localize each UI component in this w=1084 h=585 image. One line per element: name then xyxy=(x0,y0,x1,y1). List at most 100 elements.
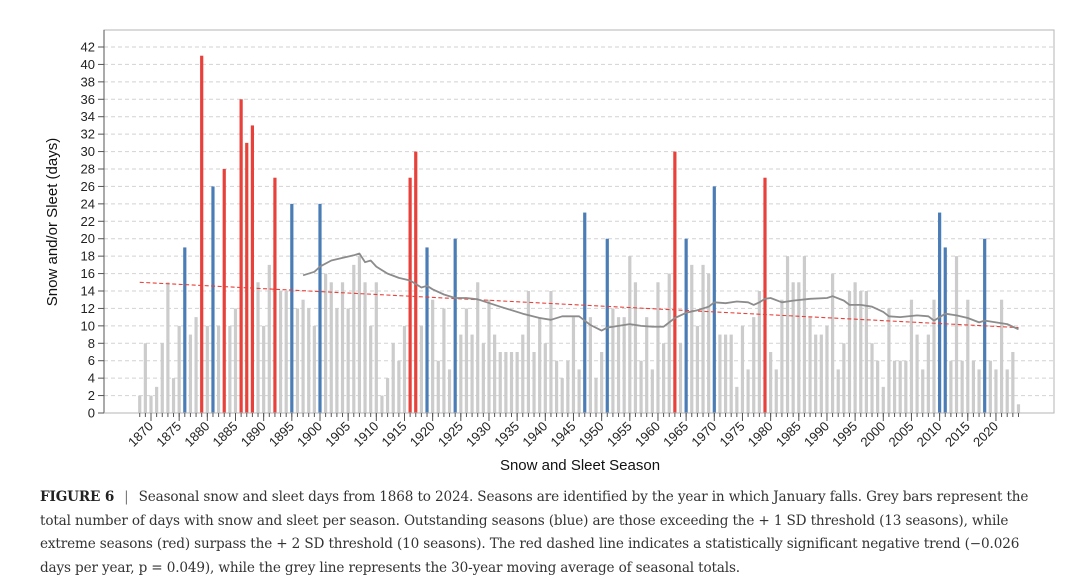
bar-outstanding xyxy=(583,212,587,413)
y-tick-label: 18 xyxy=(81,249,95,264)
y-tick-label: 10 xyxy=(81,318,95,333)
y-tick-label: 2 xyxy=(88,388,95,403)
bar xyxy=(842,343,846,413)
bar-outstanding xyxy=(684,238,688,413)
bar xyxy=(155,386,159,413)
bar xyxy=(476,282,480,413)
x-tick-label: 1905 xyxy=(322,419,353,450)
bar xyxy=(194,317,198,413)
bar xyxy=(166,282,170,413)
bar xyxy=(498,352,502,413)
x-tick-label: 1925 xyxy=(435,419,466,450)
bar xyxy=(493,334,497,413)
y-tick-label: 0 xyxy=(88,406,95,421)
y-axis-title: Snow and/or Sleet (days) xyxy=(44,138,61,306)
x-tick-label: 1985 xyxy=(773,419,804,450)
bar xyxy=(521,334,525,413)
bar xyxy=(656,282,660,413)
bar-extreme xyxy=(222,169,226,413)
bar xyxy=(532,352,536,413)
x-tick-label: 1995 xyxy=(829,419,860,450)
bar xyxy=(695,325,700,413)
bar xyxy=(622,317,626,413)
bar xyxy=(352,264,356,413)
bar xyxy=(628,256,632,413)
y-tick-label: 6 xyxy=(88,353,95,368)
bar xyxy=(233,308,238,413)
bar xyxy=(735,386,739,413)
x-tick-label: 1965 xyxy=(660,419,691,450)
y-tick-label: 26 xyxy=(81,179,95,194)
bar xyxy=(160,343,164,413)
bar xyxy=(312,325,316,413)
bar xyxy=(171,378,176,413)
x-tick-label: 1935 xyxy=(491,419,522,450)
bar xyxy=(723,334,728,413)
bar xyxy=(459,334,463,413)
caption-separator: | xyxy=(124,489,129,505)
x-tick-label: 1970 xyxy=(688,419,719,450)
bar xyxy=(662,343,666,413)
bar xyxy=(904,360,908,413)
bar xyxy=(228,325,232,413)
bar xyxy=(830,273,835,413)
bar xyxy=(1011,352,1015,413)
bar xyxy=(307,308,311,413)
bar-outstanding xyxy=(183,247,187,413)
bar-extreme xyxy=(673,151,677,414)
x-tick-label: 1975 xyxy=(717,419,748,450)
bar-extreme xyxy=(200,55,204,413)
bar xyxy=(853,282,857,413)
bar-extreme xyxy=(414,151,418,414)
bar xyxy=(571,317,576,413)
bar xyxy=(847,291,852,413)
bar xyxy=(419,325,423,413)
bar-outstanding xyxy=(318,203,322,413)
bar xyxy=(999,299,1004,413)
bar xyxy=(825,325,829,413)
bar xyxy=(324,273,328,413)
bar xyxy=(335,308,339,413)
bar xyxy=(509,352,514,413)
bar xyxy=(707,273,711,413)
bar xyxy=(594,378,598,413)
bar-extreme xyxy=(245,142,249,413)
x-tick-label: 1900 xyxy=(294,419,325,450)
bar xyxy=(216,325,221,413)
x-tick-label: 1895 xyxy=(266,419,297,450)
x-tick-label: 2020 xyxy=(970,419,1001,450)
bar xyxy=(971,360,976,413)
bar xyxy=(391,343,395,413)
y-tick-label: 40 xyxy=(81,57,95,72)
x-tick-label: 1920 xyxy=(407,419,438,450)
x-tick-label: 1930 xyxy=(463,419,494,450)
bar xyxy=(977,369,981,413)
bar xyxy=(994,369,998,413)
bar-extreme xyxy=(763,177,767,413)
bar xyxy=(538,317,542,413)
bar xyxy=(814,334,818,413)
bar xyxy=(205,325,209,413)
bar xyxy=(650,369,654,413)
x-tick-label: 2005 xyxy=(886,419,917,450)
bar-outstanding xyxy=(453,238,457,413)
bar xyxy=(802,256,807,413)
bar xyxy=(554,360,559,413)
bar xyxy=(988,360,992,413)
bar xyxy=(526,291,531,413)
bar xyxy=(442,308,446,413)
bar xyxy=(436,360,440,413)
bar xyxy=(177,325,181,413)
bar xyxy=(921,369,925,413)
bar xyxy=(752,317,756,413)
bar xyxy=(740,325,745,413)
bar xyxy=(329,282,333,413)
x-tick-label: 1885 xyxy=(210,419,241,450)
bar xyxy=(600,352,604,413)
bar xyxy=(960,360,964,413)
gridlines xyxy=(104,46,1054,397)
bar xyxy=(504,352,508,413)
bar xyxy=(560,378,564,413)
bar xyxy=(397,360,401,413)
bar xyxy=(639,360,643,413)
